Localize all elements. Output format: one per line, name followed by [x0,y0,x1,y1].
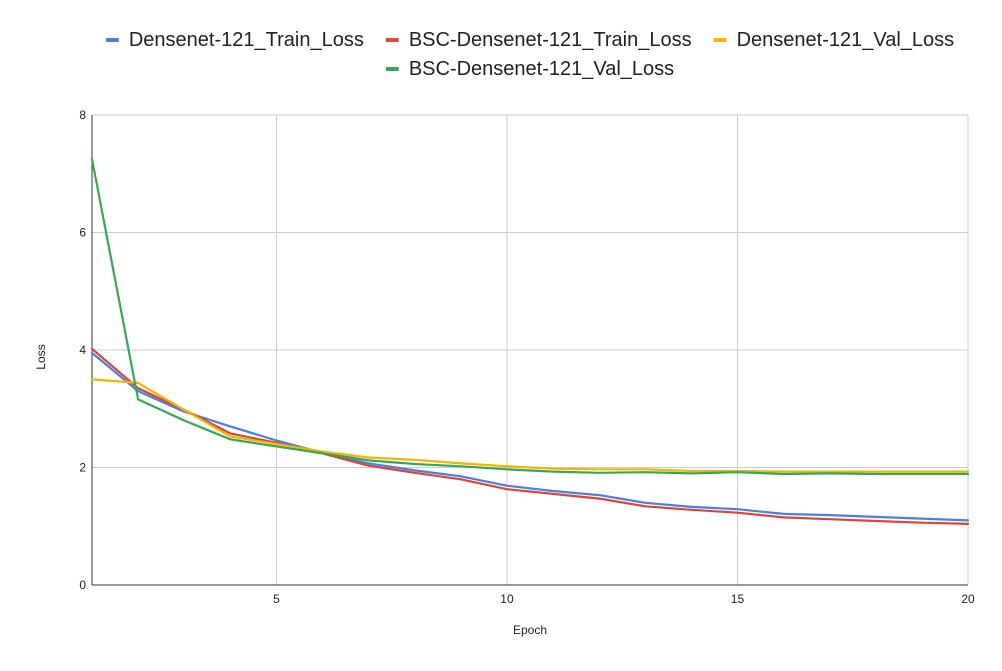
x-tick-label: 10 [500,592,514,606]
legend-item: BSC-Densenet-121_Train_Loss [385,29,692,51]
x-tick-label: 15 [731,592,745,606]
legend-item: Densenet-121_Train_Loss [105,29,364,51]
legend-label: BSC-Densenet-121_Val_Loss [409,58,674,80]
y-axis-title: Loss [34,344,48,369]
series-line-1 [90,351,970,522]
legend-swatch [105,38,119,42]
series-line-4 [90,158,970,476]
legend: Densenet-121_Train_Loss BSC-Densenet-121_… [105,29,955,80]
tick-labels: 0 2 4 6 8 5 10 15 20 [79,108,975,606]
y-tick-label: 6 [79,226,86,240]
grid-lines [92,114,969,585]
x-tick-label: 5 [273,592,280,606]
series-line-3 [90,378,970,473]
y-tick-label: 2 [79,461,86,475]
legend-swatch [713,38,727,42]
legend-label: Densenet-121_Train_Loss [129,29,364,51]
legend-swatch [385,67,399,71]
x-axis-title: Epoch [513,623,547,637]
legend-label: BSC-Densenet-121_Train_Loss [409,29,692,51]
series-line-2 [90,347,970,526]
y-tick-label: 8 [79,108,86,122]
y-tick-label: 4 [79,343,86,357]
legend-swatch [385,38,399,42]
legend-label: Densenet-121_Val_Loss [737,29,955,51]
x-tick-label: 20 [961,592,975,606]
legend-item: Densenet-121_Val_Loss [713,29,955,51]
legend-item: BSC-Densenet-121_Val_Loss [385,58,674,80]
series-lines [90,158,970,526]
y-tick-label: 0 [79,578,86,592]
